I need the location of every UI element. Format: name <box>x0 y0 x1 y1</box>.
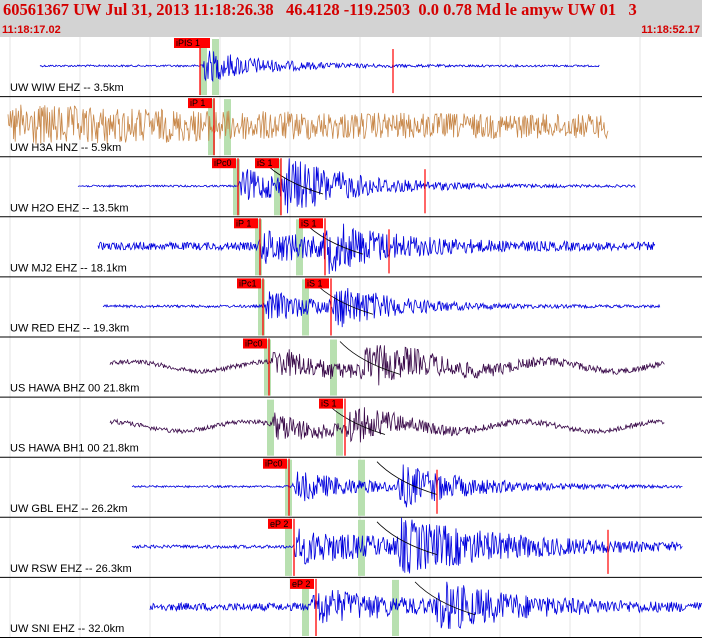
s-window <box>336 399 343 456</box>
phase-pick[interactable]: iS 1 <box>255 158 282 216</box>
pick-label: iS 1 <box>301 218 317 228</box>
trace-label: UW WIW EHZ -- 3.5km <box>10 82 124 94</box>
pick-flag <box>237 278 261 289</box>
trace-row: iP 1 iS 1 UW MJ2 EHZ -- 18.1km <box>0 218 702 278</box>
pick-label: iPc0 <box>265 459 283 469</box>
pick-flag <box>243 338 267 349</box>
waveform <box>149 581 702 629</box>
phase-pick[interactable]: iP 1 <box>234 218 261 276</box>
p-window <box>285 519 292 576</box>
phase-pick[interactable]: eP 2 <box>290 578 317 636</box>
pick-flag <box>255 158 279 169</box>
trace-label: UW RSW EHZ -- 26.3km <box>10 563 132 575</box>
pick-flag <box>263 458 287 469</box>
trace-label: UW RED EHZ -- 19.3km <box>10 323 129 335</box>
pick-flag <box>188 98 212 109</box>
trace-label: UW MJ2 EHZ -- 18.1km <box>10 262 127 274</box>
trace-row: iPc1 iS 1 UW RED EHZ -- 19.3km <box>0 278 702 338</box>
trace-row: iP 1 UW H3A HNZ -- 5.9km <box>0 98 702 158</box>
pick-flag <box>290 578 314 589</box>
p-window <box>258 279 265 336</box>
pick-label: iPIS 1 <box>176 38 200 48</box>
phase-pick[interactable]: eP 2 <box>268 518 295 576</box>
event-title: 60561367 UW Jul 31, 2013 11:18:26.38 46.… <box>3 0 637 19</box>
s-window <box>212 39 219 96</box>
waveform <box>97 223 656 275</box>
pick-label: iS 1 <box>321 399 337 409</box>
pick-label: iS 1 <box>307 278 323 288</box>
trace-label: UW SNI EHZ -- 32.0km <box>10 623 124 635</box>
pick-label: iP 1 <box>236 218 251 228</box>
waveform <box>109 345 665 386</box>
pick-label: iS 1 <box>257 158 273 168</box>
phase-pick[interactable]: iP 1 <box>188 98 215 156</box>
start-time: 11:18:17.02 <box>2 24 61 36</box>
trace-row: iPIS 1 UW WIW EHZ -- 3.5km <box>0 38 702 98</box>
arrival-curve <box>376 461 438 495</box>
s-window <box>274 159 281 216</box>
waveform <box>131 464 683 508</box>
p-window <box>233 159 240 216</box>
phase-pick[interactable]: iS 1 <box>299 218 326 276</box>
phase-pick[interactable]: iPc1 <box>237 278 264 336</box>
pick-label: iPc0 <box>245 339 263 349</box>
pick-flag <box>268 518 292 529</box>
phase-pick[interactable]: iPc0 <box>243 338 270 396</box>
waveform <box>7 104 609 145</box>
pick-flag <box>319 398 343 409</box>
traces-canvas[interactable]: iPIS 1 UW WIW EHZ -- 3.5km iP 1 UW H3A HNZ … <box>0 37 702 638</box>
p-window <box>267 399 274 456</box>
trace-row: eP 2 UW SNI EHZ -- 32.0km <box>0 578 702 638</box>
phase-pick[interactable]: iPc0 <box>263 458 290 516</box>
phase-pick[interactable]: iPc0 <box>212 158 239 216</box>
trace-row: iS 1 US HAWA BH1 00 21.8km <box>0 398 702 458</box>
pick-flag <box>174 38 210 48</box>
waveform <box>77 158 636 214</box>
pick-label: eP 2 <box>292 579 310 589</box>
waveform <box>39 50 600 82</box>
pick-flag <box>299 218 323 229</box>
arrival-curve <box>339 341 401 375</box>
trace-row: iPc0 UW GBL EHZ -- 26.2km <box>0 458 702 518</box>
phase-pick[interactable]: iS 1 <box>305 278 332 336</box>
pick-label: eP 2 <box>270 519 288 529</box>
pick-flag <box>212 158 236 169</box>
phase-pick[interactable]: iS 1 <box>319 398 346 456</box>
trace-label: UW GBL EHZ -- 26.2km <box>10 503 128 515</box>
phase-pick[interactable]: iPIS 1 <box>174 38 210 96</box>
trace-label: US HAWA BHZ 00 21.8km <box>10 383 139 395</box>
pick-label: iP 1 <box>190 98 205 108</box>
trace-row: eP 2 UW RSW EHZ -- 26.3km <box>0 517 702 578</box>
trace-label: UW H3A HNZ -- 5.9km <box>10 142 121 154</box>
trace-label: UW H2O EHZ -- 13.5km <box>10 202 129 214</box>
end-time: 11:18:52.17 <box>641 24 700 36</box>
trace-row: iPc0 US HAWA BHZ 00 21.8km <box>0 338 702 398</box>
p-window <box>264 339 271 396</box>
pick-label: iPc0 <box>214 158 232 168</box>
p-window <box>255 219 262 276</box>
pick-flag <box>305 278 329 289</box>
pick-label: iPc1 <box>239 278 257 288</box>
trace-row: iPc0 iS 1 UW H2O EHZ -- 13.5km <box>0 158 702 218</box>
pick-flag <box>234 218 258 229</box>
trace-panel[interactable]: iPIS 1 UW WIW EHZ -- 3.5km iP 1 UW H3A HNZ … <box>0 37 702 638</box>
s-window <box>224 99 231 156</box>
event-header: 60561367 UW Jul 31, 2013 11:18:26.38 46.… <box>0 0 702 37</box>
arrival-curve <box>414 581 476 616</box>
waveform <box>109 407 665 443</box>
arrival-curve <box>376 521 438 556</box>
waveform <box>131 517 683 574</box>
trace-label: US HAWA BH1 00 21.8km <box>10 443 139 455</box>
waveform <box>102 287 661 328</box>
